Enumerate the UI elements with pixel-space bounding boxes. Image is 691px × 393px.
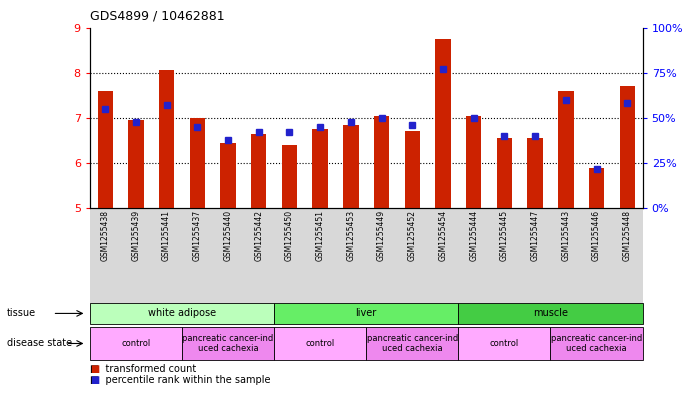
Bar: [620, 86, 635, 208]
Text: GSM1255450: GSM1255450: [285, 210, 294, 261]
Text: ■: ■: [90, 364, 99, 374]
Text: GSM1255439: GSM1255439: [131, 210, 140, 261]
Bar: [497, 138, 512, 208]
Text: GSM1255446: GSM1255446: [592, 210, 601, 261]
Text: tissue: tissue: [7, 309, 36, 318]
Bar: [159, 70, 174, 208]
Text: ■: ■: [90, 375, 99, 385]
Text: GSM1255443: GSM1255443: [561, 210, 570, 261]
Bar: [189, 118, 205, 208]
Text: ■  percentile rank within the sample: ■ percentile rank within the sample: [90, 375, 270, 385]
Text: GSM1255453: GSM1255453: [346, 210, 355, 261]
Text: ■  transformed count: ■ transformed count: [90, 364, 196, 374]
Text: pancreatic cancer-ind
uced cachexia: pancreatic cancer-ind uced cachexia: [182, 334, 274, 353]
Text: GSM1255440: GSM1255440: [223, 210, 233, 261]
Text: GSM1255442: GSM1255442: [254, 210, 263, 261]
Bar: [129, 120, 144, 208]
Bar: [527, 138, 543, 208]
Text: GSM1255441: GSM1255441: [162, 210, 171, 261]
Bar: [251, 134, 267, 208]
Text: control: control: [122, 339, 151, 348]
Text: GSM1255447: GSM1255447: [531, 210, 540, 261]
Bar: [312, 129, 328, 208]
Text: GSM1255448: GSM1255448: [623, 210, 632, 261]
Text: GSM1255452: GSM1255452: [408, 210, 417, 261]
Bar: [282, 145, 297, 208]
Text: control: control: [490, 339, 519, 348]
Text: muscle: muscle: [533, 309, 568, 318]
Bar: [97, 91, 113, 208]
Text: GSM1255449: GSM1255449: [377, 210, 386, 261]
Bar: [405, 131, 420, 208]
Bar: [589, 167, 604, 208]
Text: control: control: [305, 339, 334, 348]
Bar: [343, 125, 359, 208]
Text: GSM1255437: GSM1255437: [193, 210, 202, 261]
Text: GSM1255454: GSM1255454: [439, 210, 448, 261]
Bar: [220, 143, 236, 208]
Bar: [374, 116, 389, 208]
Text: liver: liver: [356, 309, 377, 318]
Text: GSM1255451: GSM1255451: [316, 210, 325, 261]
Bar: [466, 116, 482, 208]
Text: pancreatic cancer-ind
uced cachexia: pancreatic cancer-ind uced cachexia: [367, 334, 458, 353]
Text: disease state: disease state: [7, 338, 72, 349]
Text: GSM1255438: GSM1255438: [101, 210, 110, 261]
Bar: [435, 39, 451, 208]
Text: GSM1255445: GSM1255445: [500, 210, 509, 261]
Text: GDS4899 / 10462881: GDS4899 / 10462881: [90, 10, 225, 23]
Bar: [558, 91, 574, 208]
Text: GSM1255444: GSM1255444: [469, 210, 478, 261]
Text: white adipose: white adipose: [148, 309, 216, 318]
Text: pancreatic cancer-ind
uced cachexia: pancreatic cancer-ind uced cachexia: [551, 334, 642, 353]
